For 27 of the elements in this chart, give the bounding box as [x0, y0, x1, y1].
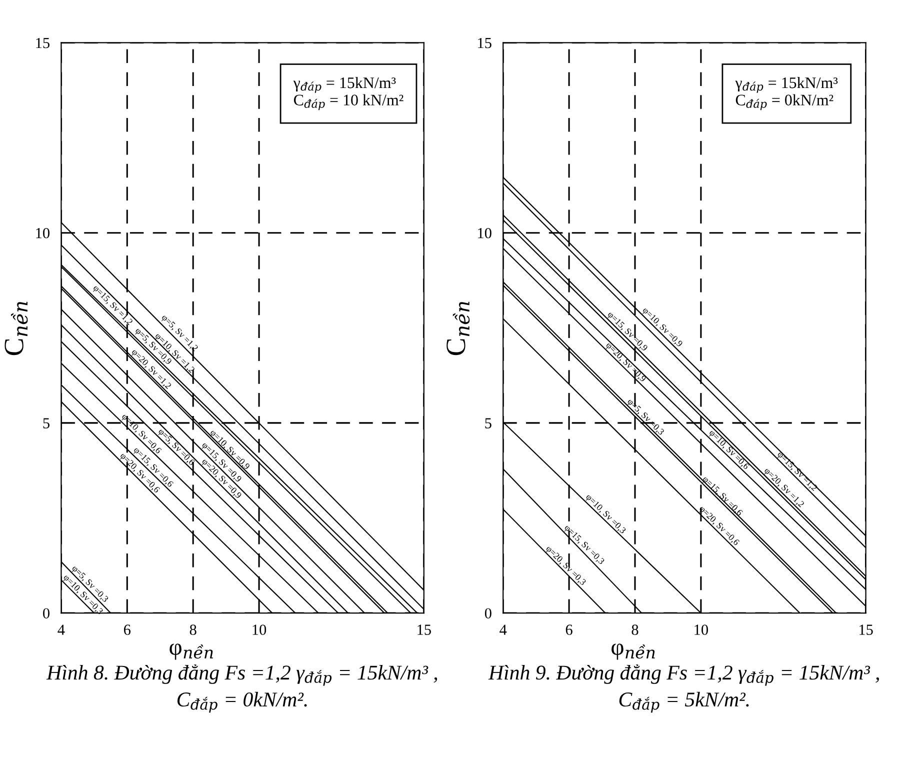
y-axis-title: C$_{nền}$ — [446, 302, 470, 356]
y-tick-label: 15 — [478, 38, 492, 48]
annotation: φ=5, Sv =0,3 — [626, 398, 665, 437]
x-tick-label: 8 — [632, 624, 638, 635]
y-tick-label: 5 — [485, 418, 492, 428]
chart-title: Hình 9. Đường đẳng Fs =1,2 γ$_{đắp}$ = 15kN/m³ , C$_{đắp}$ = 5kN/m². — [488, 664, 879, 713]
y-tick-label: 0 — [484, 608, 492, 619]
x-tick-label: 8 — [190, 624, 196, 635]
x-tick-label: 6 — [124, 624, 131, 635]
y-axis-title: C$_{nền}$ — [4, 302, 28, 356]
x-tick-label: 10 — [694, 624, 708, 635]
x-tick-label: 6 — [566, 624, 572, 635]
x-tick-label: 15 — [418, 624, 431, 635]
chart-title: Hình 8. Đường đẳng Fs =1,2 γ$_{đắp}$ = 15kN/m³ , C$_{đắp}$ = 0kN/m². — [46, 664, 438, 713]
text: γ$_{đáp}$ = 15kN/m³ C$_{đáp}$ = 0kN/m² — [735, 76, 838, 110]
x-tick-label: 15 — [860, 624, 873, 635]
y-tick-label: 5 — [43, 418, 50, 428]
x-axis-title: φ$_{nền}$ — [612, 644, 655, 660]
text: γ$_{đáp}$ = 15kN/m³ C$_{đáp}$ = 10 kN/m² — [293, 76, 404, 110]
x-tick-label: 4 — [500, 624, 507, 635]
x-tick-label: 4 — [58, 624, 65, 635]
y-tick-label: 10 — [36, 228, 50, 238]
y-tick-label: 10 — [478, 228, 492, 238]
y-tick-label: 0 — [43, 608, 50, 619]
y-tick-label: 15 — [36, 38, 50, 48]
x-tick-label: 10 — [252, 624, 266, 635]
x-axis-title: φ$_{nền}$ — [170, 644, 213, 660]
